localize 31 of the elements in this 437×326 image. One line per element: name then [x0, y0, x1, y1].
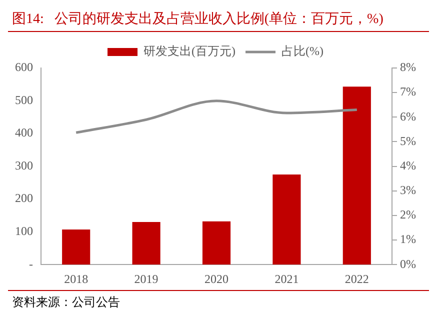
x-tick-label: 2020 — [204, 272, 228, 286]
bar — [132, 222, 160, 265]
y2-tick-label: 3% — [400, 183, 416, 198]
y2-tick-label: 1% — [400, 232, 416, 246]
y2-tick-label: 8% — [400, 60, 416, 74]
y-tick-label: - — [29, 256, 33, 271]
y2-tick-label: 6% — [400, 109, 416, 124]
x-tick-label: 2018 — [64, 272, 88, 286]
y2-tick-label: 5% — [400, 134, 416, 148]
x-tick-label: 2021 — [274, 272, 299, 286]
bar — [272, 174, 301, 265]
y-tick-label: 100 — [15, 224, 33, 238]
x-tick-label: 2022 — [344, 272, 369, 286]
y2-tick-label: 4% — [400, 158, 416, 172]
y2-tick-label: 0% — [400, 256, 416, 271]
bar — [342, 86, 371, 265]
bar — [202, 221, 231, 265]
y-tick-label: 300 — [15, 158, 33, 172]
x-tick-label: 2019 — [134, 272, 158, 286]
y-tick-label: 200 — [15, 191, 33, 206]
y-tick-label: 500 — [15, 92, 33, 107]
bar — [62, 230, 90, 265]
y2-tick-label: 7% — [400, 84, 416, 99]
text: 资料来源：公司公告 — [8, 290, 429, 311]
legend-label: 研发支出(百万元) — [144, 44, 236, 58]
y-tick-label: 400 — [15, 126, 33, 140]
legend-label: 占比(%) — [282, 44, 324, 58]
line-series — [74, 100, 358, 134]
y2-tick-label: 2% — [400, 208, 416, 222]
y-tick-label: 600 — [15, 60, 33, 74]
chart-title: 图14: 公司的研发支出及占营业收入比例(单位：百万元，%) — [8, 8, 429, 32]
